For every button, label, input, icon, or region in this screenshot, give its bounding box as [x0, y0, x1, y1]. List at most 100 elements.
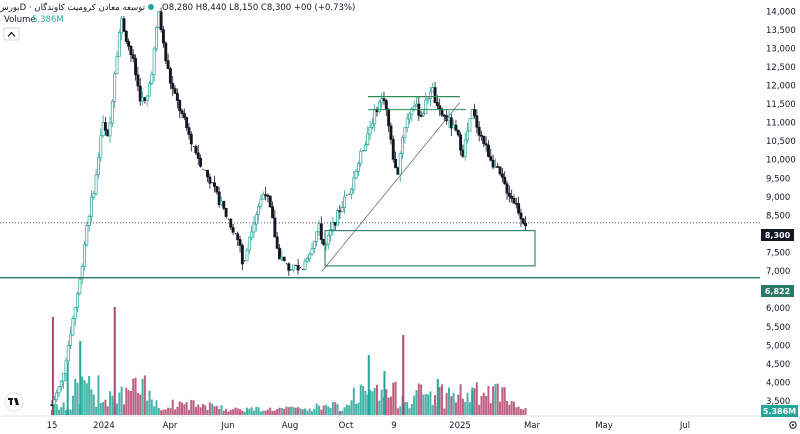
volume-bar: [171, 399, 174, 415]
candle-body: [115, 56, 119, 75]
volume-legend-label: Volume: [4, 15, 36, 25]
candle-body: [148, 83, 151, 97]
x-tick-label: 15: [47, 421, 58, 431]
trendline[interactable]: [321, 102, 461, 272]
candle-body: [129, 45, 133, 56]
tradingview-logo-icon[interactable]: [4, 392, 24, 412]
candle-body: [380, 98, 384, 103]
candle-body: [282, 256, 286, 261]
x-tick-label: 2024: [93, 421, 115, 431]
candle-body: [480, 134, 483, 137]
candle-body: [166, 60, 170, 70]
candle-body: [189, 134, 193, 145]
volume-bar: [371, 391, 374, 415]
volume-bar: [269, 407, 272, 415]
candle-body: [80, 266, 84, 280]
candle-body: [122, 18, 126, 32]
candle-body: [491, 159, 495, 168]
volume-bar: [334, 402, 337, 415]
volume-bar: [443, 408, 446, 415]
candle-body: [447, 117, 451, 122]
candle-body: [384, 100, 388, 110]
volume-bar: [243, 411, 246, 415]
y-tick-label: 4,500: [766, 360, 790, 370]
demand-zone-rectangle[interactable]: [324, 230, 536, 267]
svg-text:8,300: 8,300: [765, 231, 791, 240]
candle-dot: [290, 269, 292, 271]
candle-body: [152, 48, 156, 75]
volume-bar: [392, 382, 395, 415]
volume-bar: [438, 386, 441, 415]
candle-body: [273, 217, 277, 238]
volume-bar: [385, 389, 388, 415]
candle-body: [468, 118, 472, 132]
candle-body: [456, 129, 460, 136]
volume-bar: [403, 402, 406, 415]
volume-bar: [482, 392, 485, 415]
candle-body: [507, 192, 511, 197]
candle-body: [245, 249, 249, 262]
candle-body: [340, 207, 344, 213]
volume-bar: [408, 408, 411, 415]
last-price-tag: 8,300: [761, 229, 794, 241]
candle-body: [394, 158, 398, 169]
candle-body: [90, 196, 93, 217]
volume-bar: [181, 402, 184, 415]
volume-bar: [53, 403, 56, 415]
volume-bar: [452, 392, 455, 415]
candle-body: [428, 91, 432, 99]
volume-bar: [378, 400, 381, 415]
collapse-legend-button[interactable]: [3, 27, 20, 41]
volume-bar: [259, 411, 262, 415]
volume-bar: [225, 408, 228, 415]
x-tick-label: Apr: [163, 421, 178, 431]
volume-bar: [512, 401, 515, 415]
candle-body: [500, 173, 504, 178]
candle-body: [85, 225, 89, 246]
y-tick-label: 5,000: [766, 341, 790, 351]
candle-dot: [348, 193, 350, 195]
candle-body: [138, 85, 142, 102]
volume-bar: [157, 407, 160, 415]
candle-body: [408, 113, 411, 120]
candle-body: [440, 108, 444, 116]
candle-body: [94, 174, 98, 194]
candle-body: [52, 399, 56, 406]
time-axis[interactable]: 15 2024 Apr Jun Aug Oct 9 2025 Mar May Jul: [47, 421, 691, 431]
price-axis-area[interactable]: [760, 0, 800, 434]
candle-body: [287, 263, 291, 271]
volume-bar: [97, 375, 100, 415]
candle-body: [275, 236, 279, 249]
volume-bar: [116, 403, 119, 415]
candle-body: [259, 198, 263, 207]
volume-bar: [304, 408, 307, 415]
volume-bar: [311, 411, 314, 415]
svg-text:6,822: 6,822: [765, 287, 790, 296]
volume-bar: [301, 409, 304, 415]
candle-body: [410, 108, 414, 115]
chevron-up-icon: [7, 31, 16, 37]
volume-bar: [199, 407, 202, 415]
candle-body: [57, 386, 61, 394]
volume-bar: [69, 409, 72, 415]
volume-bar: [359, 384, 362, 415]
volume-bar: [473, 388, 476, 415]
volume-bar: [380, 389, 383, 415]
candle-body: [312, 241, 316, 249]
volume-bar: [201, 403, 204, 415]
candle-dot: [346, 194, 348, 196]
volume-bar: [415, 390, 418, 415]
candle-body: [87, 216, 91, 226]
volume-bar: [287, 407, 290, 415]
volume-bar: [164, 409, 167, 415]
volume-bar: [185, 402, 188, 415]
volume-bar: [227, 411, 230, 415]
candle-body: [396, 167, 400, 175]
y-tick-label: 7,500: [766, 249, 790, 259]
settings-gear-icon[interactable]: [789, 421, 797, 429]
candle-body: [473, 109, 476, 117]
candle-body: [405, 118, 409, 129]
x-tick-label: Oct: [339, 421, 354, 431]
volume-bar: [208, 402, 211, 415]
